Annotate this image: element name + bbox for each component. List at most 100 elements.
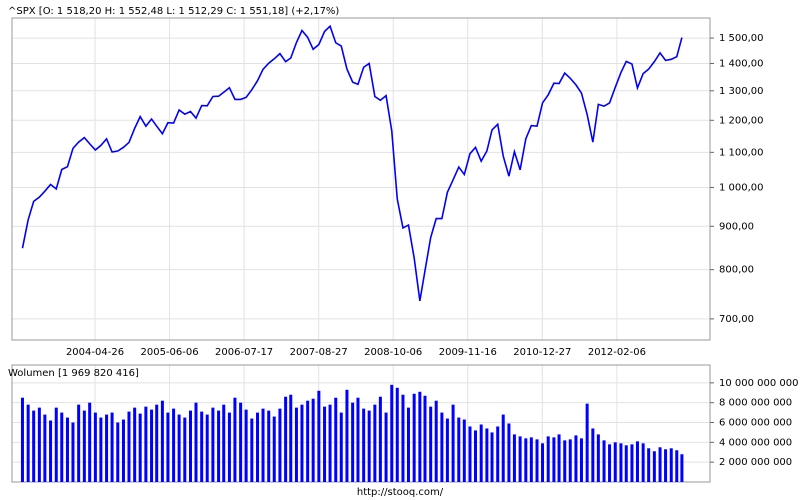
volume-bar	[345, 389, 349, 482]
x-tick-label: 2012-02-06	[588, 347, 646, 358]
volume-bar	[71, 422, 75, 482]
volume-bar	[518, 436, 522, 482]
volume-bar	[568, 439, 572, 482]
volume-bar	[563, 440, 567, 482]
volume-bar	[116, 422, 120, 482]
volume-bar	[261, 408, 265, 482]
volume-bar	[37, 407, 41, 482]
x-tick-label: 2010-12-27	[513, 347, 571, 358]
volume-bar	[524, 438, 528, 482]
volume-bar	[20, 397, 24, 482]
volume-bar	[121, 419, 125, 482]
volume-bar	[373, 404, 377, 482]
volume-bar	[222, 404, 226, 482]
x-tick-label: 2008-10-06	[364, 347, 422, 358]
y-tick-label: 2 000 000 000	[719, 457, 792, 468]
volume-bar	[406, 407, 410, 482]
volume-bar	[624, 445, 628, 482]
volume-bar	[356, 397, 360, 482]
volume-bar	[479, 424, 483, 482]
volume-bar	[608, 444, 612, 482]
volume-bar	[93, 412, 97, 482]
volume-bar	[160, 400, 164, 482]
volume-bar	[529, 437, 533, 482]
volume-bar	[591, 428, 595, 482]
volume-bar	[32, 410, 36, 482]
x-tick-label: 2006-07-17	[215, 347, 273, 358]
x-tick-label: 2009-11-16	[439, 347, 497, 358]
x-tick-label: 2004-04-26	[66, 347, 124, 358]
volume-bar	[339, 412, 343, 482]
y-tick-label: 1 200,00	[719, 115, 764, 126]
volume-bar	[546, 436, 550, 482]
y-tick-label: 1 100,00	[719, 147, 764, 158]
volume-bar	[669, 448, 673, 482]
volume-bar	[227, 412, 231, 482]
volume-bar	[457, 417, 461, 482]
volume-bar	[429, 406, 433, 482]
y-tick-label: 900,00	[719, 221, 754, 232]
volume-bar	[473, 430, 477, 482]
price-line	[21, 24, 683, 302]
volume-bar	[82, 410, 86, 482]
y-tick-label: 1 400,00	[719, 58, 764, 69]
volume-bar	[54, 407, 58, 482]
y-tick-label: 800,00	[719, 265, 754, 276]
volume-bar	[485, 428, 489, 482]
volume-bar	[250, 418, 254, 482]
volume-bar	[401, 394, 405, 482]
volume-bar	[278, 408, 282, 482]
volume-bar	[306, 400, 310, 482]
volume-bar	[105, 414, 109, 482]
volume-bar	[658, 447, 662, 482]
volume-bar	[26, 404, 30, 482]
volume-bar	[501, 414, 505, 482]
volume-bar	[445, 418, 449, 482]
volume-bar	[635, 441, 639, 482]
price-panel	[11, 17, 711, 341]
volume-bar	[183, 417, 187, 482]
volume-bar	[233, 397, 237, 482]
volume-bar	[412, 393, 416, 482]
volume-bar	[641, 443, 645, 482]
volume-bar	[596, 434, 600, 482]
volume-bar	[619, 443, 623, 482]
volume-bar	[317, 390, 321, 482]
volume-bar	[60, 412, 64, 482]
volume-bar	[378, 396, 382, 482]
x-tick-label: 2005-06-06	[140, 347, 198, 358]
volume-bar	[244, 409, 248, 482]
volume-bar	[110, 412, 114, 482]
volume-bar	[557, 434, 561, 482]
volume-bar	[384, 412, 388, 482]
volume-bar	[496, 426, 500, 482]
volume-bar	[267, 410, 271, 482]
y-tick-label: 1 000,00	[719, 182, 764, 193]
volume-bar	[311, 398, 315, 482]
volume-bar	[133, 407, 137, 482]
volume-bar	[211, 407, 215, 482]
volume-bar	[155, 404, 159, 482]
volume-bar	[362, 408, 366, 482]
x-tick-label: 2007-08-27	[290, 347, 348, 358]
volume-bar	[507, 423, 511, 482]
volume-bar	[300, 404, 304, 482]
volume-bar	[541, 443, 545, 482]
volume-bar	[630, 444, 634, 482]
volume-bar	[647, 448, 651, 482]
volume-bar	[43, 414, 47, 482]
volume-bar	[434, 400, 438, 482]
volume-bar	[272, 416, 276, 482]
volume-bar	[334, 397, 338, 482]
y-tick-label: 4 000 000 000	[719, 437, 792, 448]
volume-bar	[462, 419, 466, 482]
volume-bar	[423, 395, 427, 482]
volume-bar	[172, 408, 176, 482]
volume-bar	[490, 432, 494, 482]
volume-title: Wolumen [1 969 820 416]	[8, 368, 139, 379]
volume-bar	[194, 402, 198, 482]
volume-bar	[602, 440, 606, 482]
volume-bar	[451, 404, 455, 482]
